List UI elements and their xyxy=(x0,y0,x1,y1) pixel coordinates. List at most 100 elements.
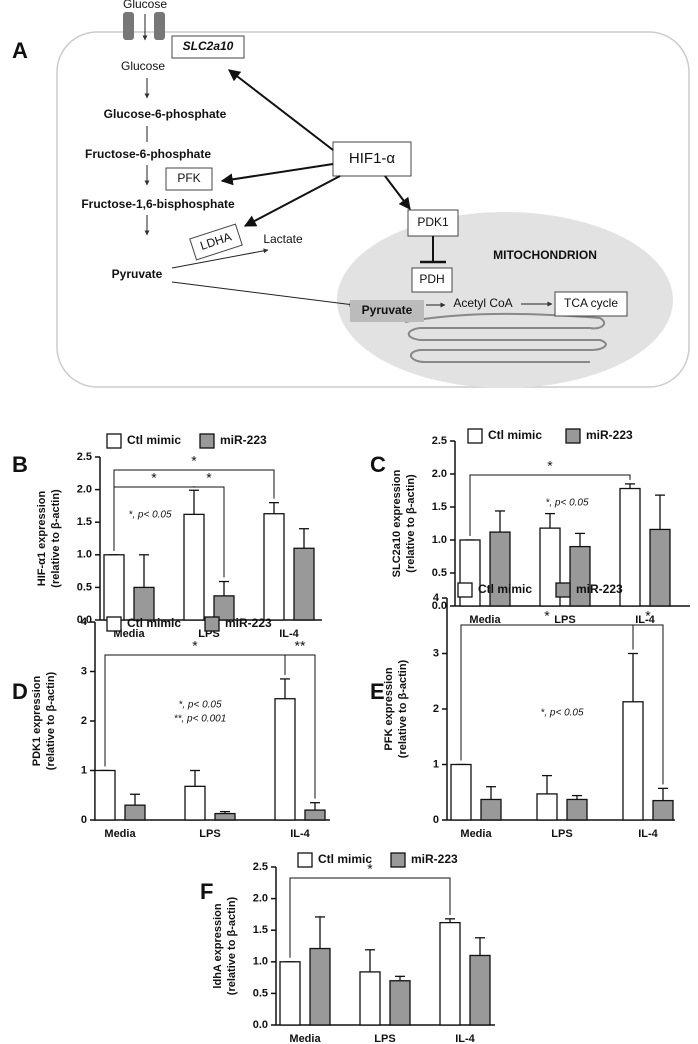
bar xyxy=(439,921,461,1026)
x-tick-label: Media xyxy=(460,828,492,840)
bar xyxy=(263,513,285,621)
bar xyxy=(652,799,674,821)
note: **, p< 0.001 xyxy=(174,714,227,725)
y-axis-label: (relative to β-actin) xyxy=(405,474,417,573)
y-tick-label: 2.0 xyxy=(77,484,92,496)
significance-label: * xyxy=(151,470,157,486)
significance-label: * xyxy=(192,638,198,654)
arrow xyxy=(243,175,341,227)
significance-bracket xyxy=(460,624,634,761)
bar xyxy=(569,545,591,607)
note: *, p< 0.05 xyxy=(128,510,172,521)
node-label: TCA cycle xyxy=(564,296,618,310)
y-tick-label: 1.5 xyxy=(77,516,92,528)
y-tick-label: 1.5 xyxy=(432,501,447,513)
legend-label: Ctl mimic xyxy=(488,428,542,442)
legend-label: miR-223 xyxy=(411,852,458,866)
bar xyxy=(304,809,326,821)
x-tick-label: IL-4 xyxy=(455,1033,475,1044)
note: *, p< 0.05 xyxy=(540,708,584,719)
node-label: Glucose-6-phosphate xyxy=(104,107,227,121)
arrow xyxy=(220,163,334,186)
bar xyxy=(279,961,301,1026)
y-tick-label: 2.5 xyxy=(253,861,268,873)
bar xyxy=(103,554,125,621)
bar xyxy=(133,586,155,621)
panel-label: C xyxy=(370,452,386,477)
legend-swatch xyxy=(297,852,313,868)
bar xyxy=(309,947,331,1026)
x-tick-label: Media xyxy=(469,614,501,626)
legend-label: miR-223 xyxy=(586,428,633,442)
legend-swatch xyxy=(199,433,215,449)
significance-label: * xyxy=(191,453,197,469)
cell-outline xyxy=(56,31,690,388)
y-tick-label: 0.5 xyxy=(432,567,447,579)
y-tick-label: 1.5 xyxy=(253,924,268,936)
node-label: Pyruvate xyxy=(112,267,163,281)
y-tick-label: 1.0 xyxy=(77,549,92,561)
node-label: Glucose xyxy=(123,0,167,11)
significance-label: * xyxy=(645,608,651,624)
cristae xyxy=(404,312,607,363)
legend-label: miR-223 xyxy=(225,616,272,630)
significance-bracket xyxy=(632,624,664,785)
legend-label: Ctl mimic xyxy=(478,582,532,596)
note: *, p< 0.05 xyxy=(178,700,222,711)
significance-label: * xyxy=(547,458,553,474)
x-tick-label: Media xyxy=(289,1033,321,1044)
bar xyxy=(622,701,644,821)
x-tick-label: LPS xyxy=(199,828,220,840)
node-label: Glucose xyxy=(121,59,165,73)
note: *, p< 0.05 xyxy=(545,498,589,509)
panel-label: A xyxy=(12,38,28,63)
y-tick-label: 4 xyxy=(433,592,440,604)
legend-label: miR-223 xyxy=(576,582,623,596)
y-tick-label: 3 xyxy=(433,647,439,659)
significance-label: * xyxy=(206,470,212,486)
bar xyxy=(649,528,671,607)
y-axis-label: PFK expression xyxy=(383,667,395,750)
significance-label: * xyxy=(544,608,550,624)
legend-swatch xyxy=(457,582,473,598)
node-label: Pyruvate xyxy=(362,303,413,317)
y-tick-label: 0 xyxy=(81,814,87,826)
node-box xyxy=(350,300,424,322)
significance-bracket xyxy=(289,877,451,958)
y-axis-label: (relative to β-actin) xyxy=(226,896,238,995)
node-box xyxy=(165,167,213,191)
panel-label: F xyxy=(200,879,213,904)
bar xyxy=(94,769,116,821)
node-label: SLC2a10 xyxy=(183,39,234,53)
node-label: PDK1 xyxy=(417,215,449,229)
significance-bracket xyxy=(469,474,631,536)
node-label: Fructose-1,6-bisphosphate xyxy=(81,197,235,211)
legend-swatch xyxy=(106,433,122,449)
arrow xyxy=(228,69,334,151)
bar xyxy=(214,812,236,821)
node-label: PDH xyxy=(419,272,444,286)
node-box xyxy=(407,209,459,237)
x-tick-label: IL-4 xyxy=(638,828,658,840)
y-tick-label: 0.5 xyxy=(253,987,268,999)
y-tick-label: 1 xyxy=(81,764,87,776)
node-label: Acetyl CoA xyxy=(453,296,512,310)
legend-label: Ctl mimic xyxy=(127,433,181,447)
y-tick-label: 2.5 xyxy=(77,451,92,463)
legend-label: Ctl mimic xyxy=(127,616,181,630)
bar xyxy=(469,954,491,1026)
node-box xyxy=(332,141,412,177)
panel-label: E xyxy=(370,679,385,704)
panel-label: D xyxy=(12,679,28,704)
node-box xyxy=(171,35,245,59)
legend-swatch xyxy=(106,616,122,632)
bar xyxy=(389,980,411,1026)
bar xyxy=(450,763,472,821)
legend-label: Ctl mimic xyxy=(318,852,372,866)
x-tick-label: LPS xyxy=(551,828,572,840)
arrow xyxy=(171,281,355,307)
node-box xyxy=(189,223,243,261)
y-tick-label: 4 xyxy=(81,616,88,628)
significance-bracket xyxy=(193,486,225,578)
